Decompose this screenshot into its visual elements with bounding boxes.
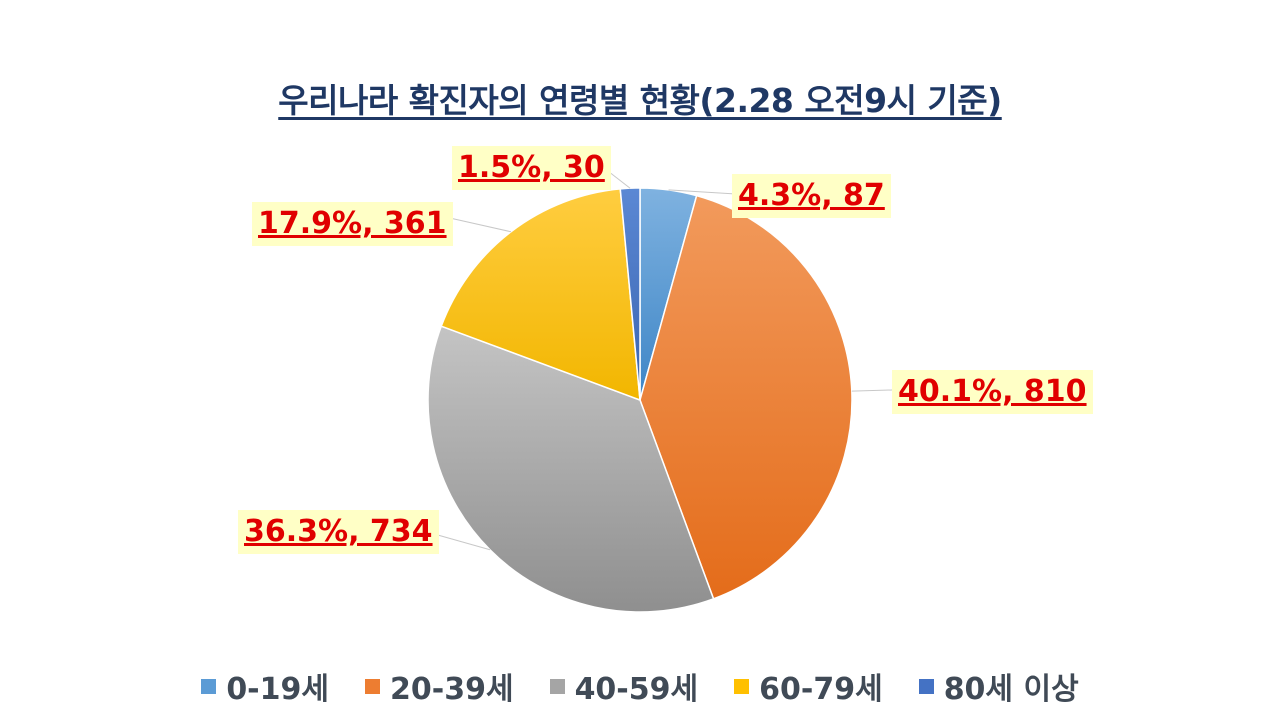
legend-item-1: 20-39세 xyxy=(365,664,514,708)
pie-slice-4 xyxy=(619,187,641,401)
legend-label-3: 60-79세 xyxy=(759,672,883,707)
legend-swatch-3 xyxy=(734,678,750,694)
data-label-1: 40.1%, 810 xyxy=(892,370,1093,414)
legend-swatch-4 xyxy=(918,678,934,694)
legend-swatch-2 xyxy=(549,678,565,694)
legend-item-2: 40-59세 xyxy=(549,664,699,708)
pie-slice-3 xyxy=(440,188,641,402)
leader-line-1 xyxy=(851,389,893,392)
data-label-0: 4.3%, 87 xyxy=(732,174,891,218)
data-label-3: 17.9%, 361 xyxy=(252,202,453,246)
legend-swatch-1 xyxy=(365,678,380,694)
legend-label-0: 0-19세 xyxy=(226,672,329,707)
leader-line-0 xyxy=(668,189,737,195)
data-label-2: 36.3%, 734 xyxy=(238,510,439,554)
legend-item-3: 60-79세 xyxy=(734,664,883,708)
legend-item-0: 0-19세 xyxy=(201,664,329,708)
legend-label-4: 80세 이상 xyxy=(943,672,1079,707)
legend-label-1: 20-39세 xyxy=(390,672,514,707)
legend-swatch-0 xyxy=(201,678,217,694)
data-label-4: 1.5%, 30 xyxy=(452,146,611,190)
chart-title: 우리나라 확진자의 연령별 현황(2.28 오전9시 기준) xyxy=(278,81,1002,120)
legend: 0-19세 20-39세 40-59세 60-79세 80세 이상 xyxy=(0,664,1280,708)
legend-label-2: 40-59세 xyxy=(574,672,699,707)
legend-item-4: 80세 이상 xyxy=(918,664,1079,708)
